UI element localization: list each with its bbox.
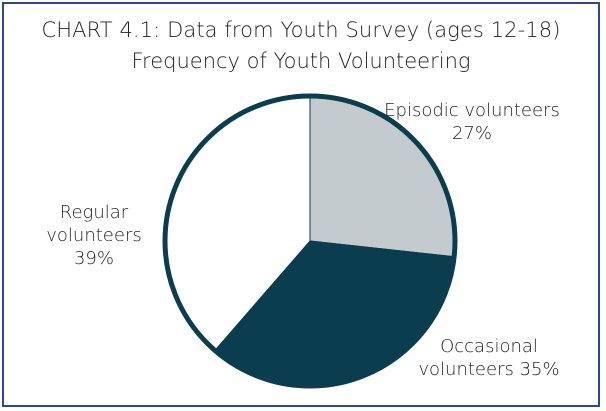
- slice-label-occasional-line-2: volunteers 35%: [418, 359, 560, 381]
- chart-subtitle: Frequency of Youth Volunteering: [131, 49, 471, 73]
- pie-chart: [162, 93, 458, 389]
- slice-label-occasional-line-1: Occasional: [440, 336, 538, 357]
- slice-label-regular: Regular volunteers 39%: [24, 201, 164, 270]
- slice-label-episodic-line-2: 27%: [451, 123, 492, 145]
- slice-label-regular-line-1: Regular: [59, 202, 129, 223]
- chart-frame: CHART 4.1: Data from Youth Survey (ages …: [2, 2, 600, 407]
- pie-outline: [162, 93, 458, 389]
- slice-label-episodic-line-1: Episodic volunteers: [384, 100, 560, 121]
- chart-title: CHART 4.1: Data from Youth Survey (ages …: [41, 18, 561, 42]
- slice-label-occasional: Occasional volunteers 35%: [399, 335, 579, 381]
- slice-label-episodic: Episodic volunteers 27%: [352, 99, 592, 145]
- slice-label-regular-line-3: 39%: [73, 248, 114, 270]
- slice-label-regular-line-2: volunteers: [46, 225, 142, 247]
